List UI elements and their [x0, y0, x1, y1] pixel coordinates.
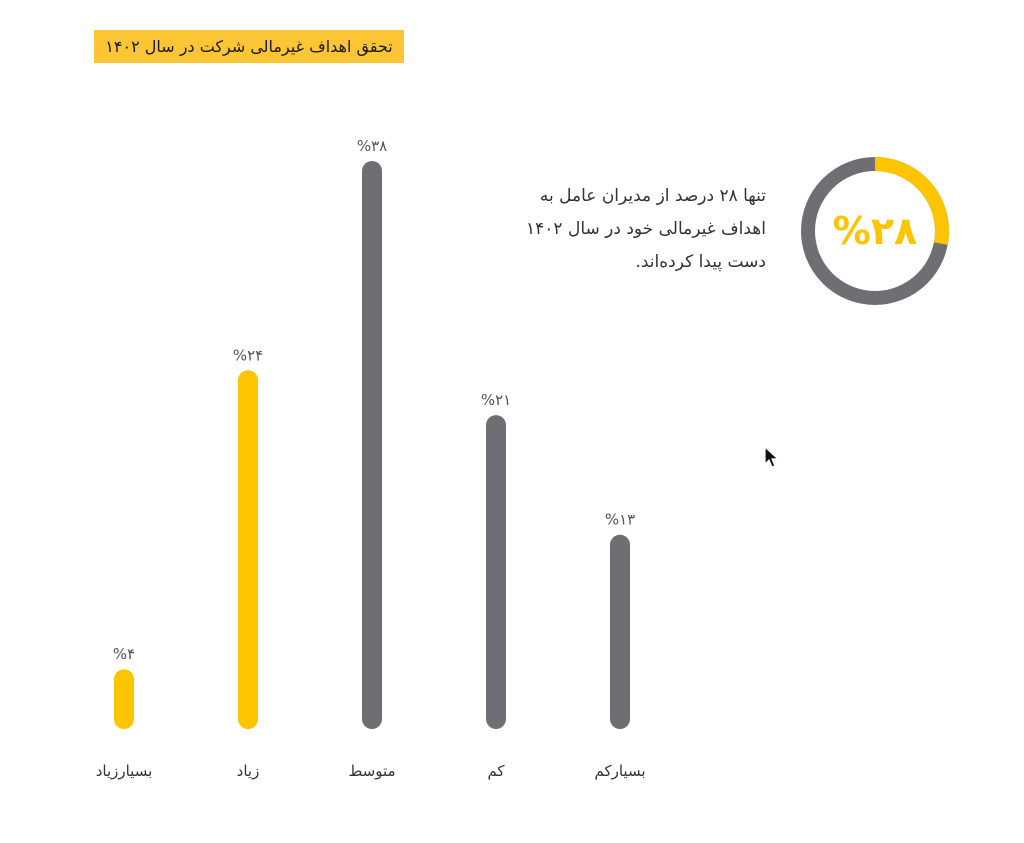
mouse-cursor-icon — [764, 446, 780, 468]
bar-0 — [114, 669, 134, 729]
chart-title: تحقق اهداف غیرمالی شرکت در سال ۱۴۰۲ — [94, 30, 404, 63]
bar-value-label: %۲۴ — [233, 346, 263, 364]
category-label: بسیارزیاد — [96, 762, 153, 780]
bar-value-label: %۲۱ — [481, 391, 511, 409]
bar-4 — [610, 534, 630, 729]
bar-2 — [362, 161, 382, 729]
bar-value-label: %۳۸ — [357, 137, 387, 155]
bar-value-label: %۴ — [113, 645, 135, 663]
bar-value-label: %۱۳ — [605, 511, 635, 529]
category-label: متوسط — [348, 762, 395, 780]
summary-text: تنها ۲۸ درصد از مدیران عامل به اهداف غیر… — [526, 186, 766, 272]
donut-arc — [874, 157, 949, 245]
donut-ring — [801, 157, 949, 305]
category-label: کم — [487, 762, 505, 780]
category-label: زیاد — [237, 762, 260, 780]
summary-donut: %۲۸ — [797, 153, 953, 309]
category-label: بسیارکم — [594, 762, 645, 780]
bar-3 — [486, 415, 506, 729]
donut-value-label: %۲۸ — [832, 209, 918, 253]
bar-1 — [238, 370, 258, 729]
